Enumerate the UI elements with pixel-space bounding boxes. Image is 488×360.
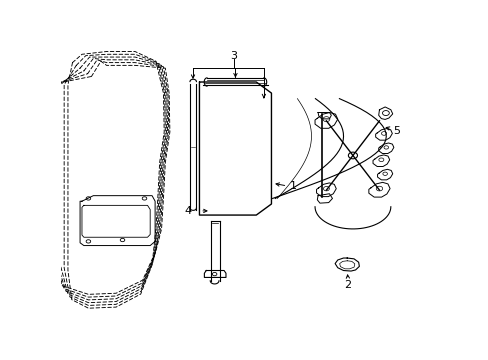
- Text: 5: 5: [392, 126, 399, 135]
- Polygon shape: [334, 258, 359, 271]
- Text: 3: 3: [229, 51, 237, 61]
- Text: 2: 2: [344, 280, 351, 290]
- Text: 1: 1: [289, 181, 296, 191]
- Text: 4: 4: [184, 206, 191, 216]
